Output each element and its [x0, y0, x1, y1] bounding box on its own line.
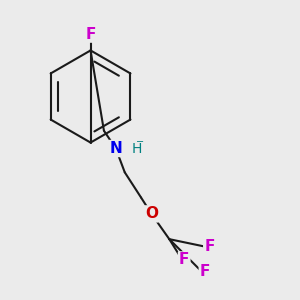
Text: H: H	[131, 142, 142, 155]
Text: O: O	[145, 206, 158, 221]
Text: N: N	[110, 141, 122, 156]
Text: F: F	[179, 253, 189, 268]
Text: F: F	[85, 27, 96, 42]
Text: −: −	[136, 137, 144, 147]
Text: F: F	[200, 264, 210, 279]
Text: F: F	[204, 239, 214, 254]
